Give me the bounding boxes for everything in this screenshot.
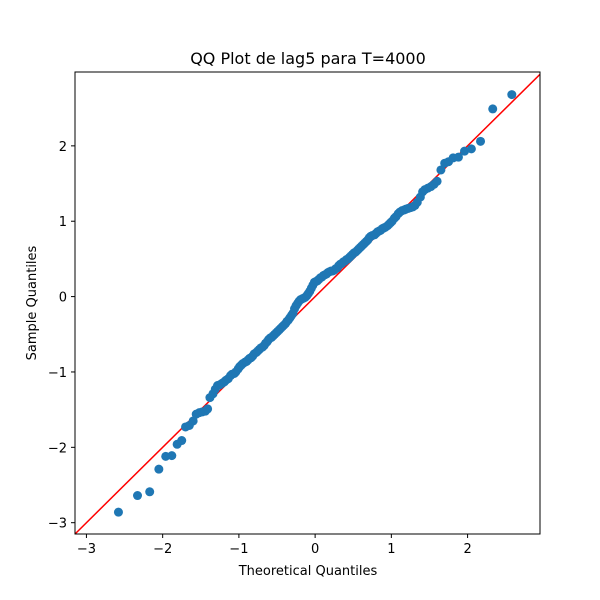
- data-point: [133, 491, 143, 501]
- plot-frame: [74, 71, 541, 535]
- data-point: [203, 404, 213, 414]
- x-axis-label: Theoretical Quantiles: [238, 564, 378, 579]
- x-tick-label: 2: [463, 542, 471, 557]
- y-tick-label: −1: [48, 366, 67, 381]
- y-tick-label: −3: [48, 517, 67, 532]
- x-tick-label: −1: [229, 542, 248, 557]
- data-point: [460, 146, 470, 156]
- data-point: [507, 90, 517, 100]
- x-tick-label: −2: [153, 542, 172, 557]
- y-axis-label: Sample Quantiles: [25, 245, 40, 360]
- data-point: [113, 507, 123, 517]
- data-point: [436, 165, 446, 175]
- y-tick-label: 2: [59, 140, 67, 155]
- data-point: [488, 104, 498, 114]
- chart-title: QQ Plot de lag5 para T=4000: [190, 49, 426, 68]
- data-point: [167, 451, 177, 461]
- data-point: [432, 176, 442, 186]
- data-point: [188, 416, 198, 426]
- data-point: [466, 144, 476, 154]
- data-point: [453, 152, 463, 162]
- y-tick-label: 1: [59, 215, 67, 230]
- x-tick-label: 0: [311, 542, 319, 557]
- data-point: [145, 487, 155, 497]
- data-point: [177, 436, 187, 446]
- y-tick-label: −2: [48, 441, 67, 456]
- x-tick-label: 1: [387, 542, 395, 557]
- y-tick-label: 0: [59, 291, 67, 306]
- data-point: [476, 136, 486, 146]
- data-point: [154, 464, 164, 474]
- x-tick-label: −3: [77, 542, 96, 557]
